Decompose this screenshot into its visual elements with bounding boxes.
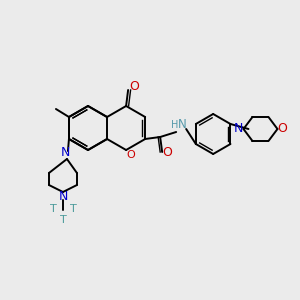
Text: N: N: [58, 190, 68, 203]
Text: N: N: [234, 122, 243, 134]
Text: H: H: [172, 120, 179, 130]
Text: T: T: [70, 204, 76, 214]
Text: N: N: [178, 118, 187, 131]
Text: O: O: [129, 80, 139, 94]
Text: T: T: [50, 204, 56, 214]
Text: O: O: [127, 150, 136, 160]
Text: O: O: [278, 122, 287, 134]
Text: O: O: [162, 146, 172, 160]
Text: N: N: [60, 146, 70, 160]
Text: T: T: [60, 215, 66, 225]
